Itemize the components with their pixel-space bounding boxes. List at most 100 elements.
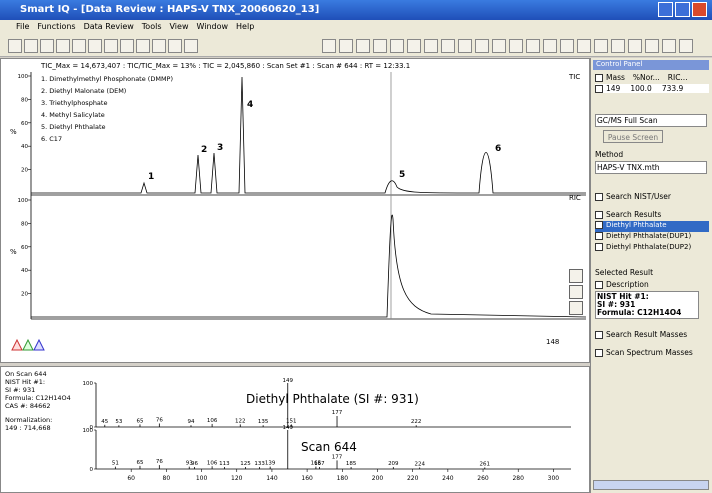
pause-button[interactable]: Pause Screen: [603, 130, 663, 143]
menu-item[interactable]: Tools: [141, 22, 162, 31]
toolbar-button[interactable]: [168, 39, 182, 53]
toolbar-button[interactable]: [611, 39, 625, 53]
menu-bar: File Functions Data Review Tools View Window H…: [0, 20, 712, 35]
peak-mz-label: 165: [311, 461, 322, 467]
scan-spectrum-masses[interactable]: Scan Spectrum Masses: [595, 348, 693, 357]
result-item[interactable]: Diethyl Phthalate(DUP2): [595, 243, 709, 254]
result-item[interactable]: Diethyl Phthalate(DUP1): [595, 232, 709, 243]
spectrum-info: On Scan 644 NIST Hit #1: SI #: 931 Formula:…: [5, 370, 71, 432]
chromatogram: TIC_Max = 14,673,407 : TIC/TIC_Max = 13%…: [10, 62, 587, 346]
x-tick-label: 160: [301, 475, 313, 482]
peak-label: 3: [217, 143, 223, 153]
checkbox[interactable]: [595, 221, 603, 229]
cell: 100.0: [630, 84, 652, 93]
y-tick-label: 100: [83, 381, 94, 387]
info-line: NIST Hit #1:: [5, 378, 46, 386]
checkbox[interactable]: [595, 243, 603, 251]
menu-item[interactable]: Functions: [37, 22, 76, 31]
zoom-out-button[interactable]: [569, 285, 583, 299]
toolbar-button[interactable]: [560, 39, 574, 53]
search-results-text: Search Results: [606, 210, 662, 219]
toolbar-button[interactable]: [72, 39, 86, 53]
toolbar-button[interactable]: [373, 39, 387, 53]
y-tick-label: 60: [21, 121, 28, 127]
x-tick-label: 100: [196, 475, 208, 482]
peak-mz-label: 177: [332, 410, 343, 416]
toolbar-button[interactable]: [526, 39, 540, 53]
toolbar-button[interactable]: [407, 39, 421, 53]
search-nist[interactable]: Search NIST/User: [595, 192, 671, 201]
search-results[interactable]: Search Results: [595, 210, 661, 219]
menu-item[interactable]: Window: [196, 22, 229, 31]
result-item[interactable]: Diethyl Phthalate: [595, 221, 709, 232]
menu-item[interactable]: File: [16, 22, 30, 31]
toolbar-button[interactable]: [594, 39, 608, 53]
control-panel: Control Panel Mass %Nor... RIC... 149 100.0…: [590, 58, 712, 493]
menu-item[interactable]: View: [169, 22, 189, 31]
y-axis-label: %: [10, 128, 17, 136]
toolbar-button[interactable]: [441, 39, 455, 53]
info-line: Normalization:: [5, 416, 53, 424]
toolbar-button[interactable]: [662, 39, 676, 53]
peak-mz-label: 209: [388, 461, 399, 467]
scrollbar[interactable]: [593, 480, 709, 490]
peak-mz-label: 94: [188, 419, 195, 425]
info-line: Formula: C12H14O4: [5, 394, 71, 402]
search-result-masses[interactable]: Search Result Masses: [595, 330, 687, 339]
description-box: NIST Hit #1: SI #: 931 Formula: C12H14O4: [595, 291, 699, 319]
result-text: Diethyl Phthalate(DUP2): [606, 243, 692, 251]
toolbar-button[interactable]: [458, 39, 472, 53]
maximize-button[interactable]: [675, 2, 690, 17]
minimize-button[interactable]: [658, 2, 673, 17]
toolbar-button[interactable]: [56, 39, 70, 53]
method: HAPS-V TNX.mth: [595, 161, 707, 174]
y-tick-label: 0: [90, 467, 94, 473]
toolbar-button[interactable]: [88, 39, 102, 53]
y-tick-label: 100: [18, 198, 29, 204]
toolbar-button[interactable]: [679, 39, 693, 53]
description[interactable]: Description: [595, 280, 649, 289]
toolbar-button[interactable]: [543, 39, 557, 53]
reset-zoom-button[interactable]: [569, 301, 583, 315]
peak-mz-label: 167: [314, 461, 325, 467]
toolbar-button[interactable]: [322, 39, 336, 53]
toolbar-button[interactable]: [492, 39, 506, 53]
toolbar-button[interactable]: [152, 39, 166, 53]
selected-result: Selected Result: [595, 268, 654, 277]
peak-mz-label: 135: [258, 419, 269, 425]
toolbar-button[interactable]: [120, 39, 134, 53]
peak-mz-label: 93: [186, 461, 193, 467]
toolbar-button[interactable]: [8, 39, 22, 53]
mass-header: Mass %Nor... RIC...: [595, 73, 709, 82]
toolbar-button[interactable]: [136, 39, 150, 53]
info-line: 149 : 714,668: [5, 424, 51, 432]
toolbar-button[interactable]: [577, 39, 591, 53]
y-tick-label: 100: [18, 74, 29, 80]
toolbar-button[interactable]: [24, 39, 38, 53]
toolbar-button[interactable]: [339, 39, 353, 53]
toolbar-button[interactable]: [628, 39, 642, 53]
checkbox[interactable]: [595, 232, 603, 240]
toolbar-button[interactable]: [475, 39, 489, 53]
chromatogram-header: TIC_Max = 14,673,407 : TIC/TIC_Max = 13%…: [40, 62, 410, 70]
peak-label: 1: [148, 172, 154, 182]
toolbar-button[interactable]: [104, 39, 118, 53]
x-tick-label: 220: [407, 475, 419, 482]
menu-item[interactable]: Data Review: [83, 22, 134, 31]
toolbar-button[interactable]: [356, 39, 370, 53]
close-button[interactable]: [692, 2, 707, 17]
bottom-trace-label: RIC: [569, 194, 581, 202]
menu-item[interactable]: Help: [236, 22, 255, 31]
toolbar-button[interactable]: [40, 39, 54, 53]
peak-mz-label: 106: [207, 460, 218, 466]
y-tick-label: 40: [21, 144, 28, 150]
peak-mz-label: 51: [112, 461, 119, 467]
cell: 733.9: [661, 84, 684, 93]
toolbar-button[interactable]: [184, 39, 198, 53]
toolbar-button[interactable]: [424, 39, 438, 53]
toolbar-button[interactable]: [645, 39, 659, 53]
toolbar-button[interactable]: [509, 39, 523, 53]
peak-mz-label: 133: [254, 461, 265, 467]
toolbar-button[interactable]: [390, 39, 404, 53]
zoom-in-button[interactable]: [569, 269, 583, 283]
